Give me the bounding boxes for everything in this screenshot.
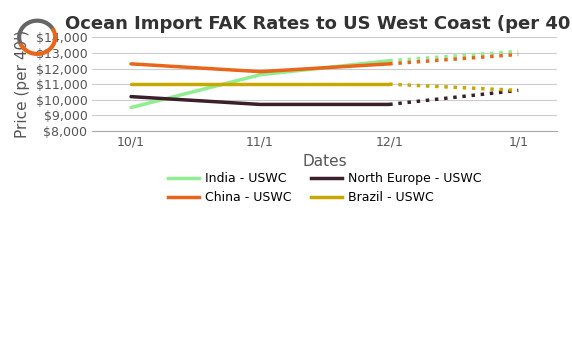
- Y-axis label: Price (per 40'): Price (per 40'): [15, 30, 30, 138]
- X-axis label: Dates: Dates: [303, 154, 347, 170]
- Legend: India - USWC, China - USWC, North Europe - USWC, Brazil - USWC: India - USWC, China - USWC, North Europe…: [163, 167, 487, 210]
- Title: Ocean Import FAK Rates to US West Coast (per 40'): Ocean Import FAK Rates to US West Coast …: [65, 15, 572, 33]
